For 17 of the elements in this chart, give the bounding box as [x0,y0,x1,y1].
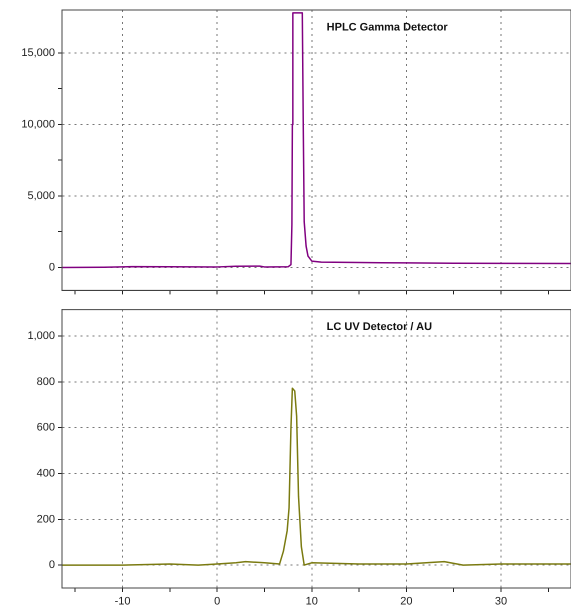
y-tick-label: 10,000 [21,118,55,130]
x-tick-label: 30 [494,596,508,608]
y-tick-label: 0 [48,262,55,274]
text: HPLC Gamma Detector [326,22,448,34]
y-tick-label: 600 [36,422,55,434]
y-tick-label: 0 [48,559,55,572]
text: LC UV Detector / AU [326,321,432,334]
y-tick-label: 5,000 [27,190,55,202]
y-tick-label: 15,000 [21,46,55,59]
x-tick-label: 10 [306,596,318,608]
y-tick-label: 400 [36,467,55,480]
y-tick-label: 800 [36,376,55,388]
y-tick-label: 200 [36,513,55,526]
x-tick-label: 0 [214,596,220,608]
x-tick-label: -10 [114,596,131,608]
x-tick-label: 20 [400,596,413,608]
y-tick-label: 1,000 [27,330,55,342]
